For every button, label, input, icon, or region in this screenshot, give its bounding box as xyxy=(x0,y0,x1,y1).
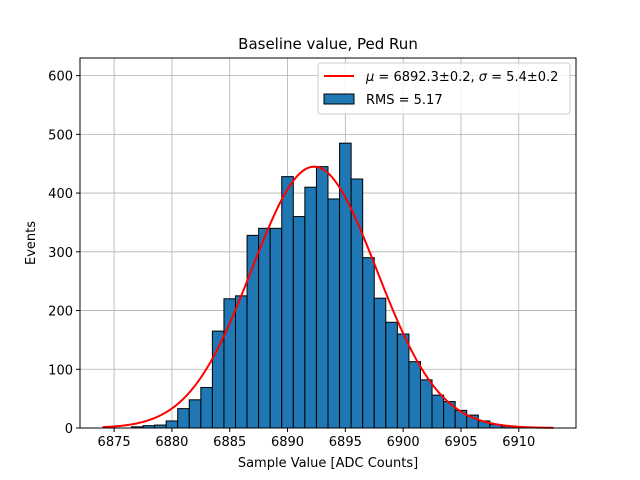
histogram-bar-24 xyxy=(408,361,421,429)
gaussian-fit-curve xyxy=(102,165,554,429)
legend-mu-symbol: μ xyxy=(365,70,374,85)
y-tick-label-2: 200 xyxy=(48,305,73,320)
plot-frame xyxy=(79,57,577,429)
histogram-bar-12 xyxy=(269,227,283,429)
x-tick-label-1: 6880 xyxy=(155,435,188,450)
histogram-bar-21 xyxy=(373,297,387,429)
legend-box xyxy=(317,62,571,115)
x-axis-ticks: 6875 6880 6885 6890 6895 6900 6905 6910 xyxy=(98,428,535,450)
histogram-bar-17 xyxy=(327,198,341,429)
x-tick-label-3: 6890 xyxy=(271,435,304,450)
histogram-bar-16 xyxy=(315,166,329,429)
legend-sigma-value: = 5.4±0.2 xyxy=(487,70,558,85)
histogram-bar-11 xyxy=(258,227,271,429)
legend: μ = 6892.3±0.2, σ = 5.4±0.2 RMS = 5.17 xyxy=(317,62,571,115)
histogram-bar-6 xyxy=(200,386,213,429)
histogram-bar-5 xyxy=(188,399,202,429)
x-tick-label-2: 6885 xyxy=(213,435,246,450)
y-axis-label: Events xyxy=(24,221,39,265)
legend-histogram-swatch xyxy=(323,93,355,105)
y-axis-ticks: 0 100 200 300 400 500 600 xyxy=(48,70,80,437)
histogram-bar-23 xyxy=(396,333,410,429)
y-tick-label-0: 0 xyxy=(65,422,73,437)
histogram-bar-26 xyxy=(431,394,445,429)
x-tick-label-4: 6895 xyxy=(329,435,362,450)
y-tick-label-3: 300 xyxy=(48,246,73,261)
legend-histogram-label: RMS = 5.17 xyxy=(366,93,443,108)
histogram-bar-9 xyxy=(235,295,248,429)
histogram-bar-20 xyxy=(362,257,375,429)
histogram-bars xyxy=(130,142,526,429)
histogram-bar-8 xyxy=(223,298,237,429)
histogram-bar-13 xyxy=(281,176,294,429)
x-tick-label-6: 6905 xyxy=(444,435,477,450)
histogram-bar-25 xyxy=(419,379,433,429)
y-tick-label-5: 500 xyxy=(48,128,73,143)
legend-sigma-symbol: σ xyxy=(479,70,488,85)
x-tick-label-7: 6910 xyxy=(502,435,535,450)
histogram-bar-14 xyxy=(292,216,306,429)
histogram-bar-18 xyxy=(339,142,352,429)
chart-title: Baseline value, Ped Run xyxy=(238,35,418,53)
histogram-bar-19 xyxy=(350,178,364,429)
y-tick-label-4: 400 xyxy=(48,187,73,202)
legend-fit-label: μ = 6892.3±0.2, σ = 5.4±0.2 xyxy=(365,70,558,85)
histogram-bar-4 xyxy=(177,408,190,429)
histogram-bar-15 xyxy=(304,186,317,429)
histogram-bar-22 xyxy=(385,321,398,429)
x-tick-label-0: 6875 xyxy=(98,435,131,450)
y-tick-label-6: 600 xyxy=(48,70,73,85)
y-tick-label-1: 100 xyxy=(48,363,73,378)
histogram-bar-3 xyxy=(165,420,179,429)
x-axis-label: Sample Value [ADC Counts] xyxy=(238,456,418,471)
legend-mu-value: = 6892.3±0.2, xyxy=(374,70,478,85)
x-tick-label-5: 6900 xyxy=(387,435,420,450)
